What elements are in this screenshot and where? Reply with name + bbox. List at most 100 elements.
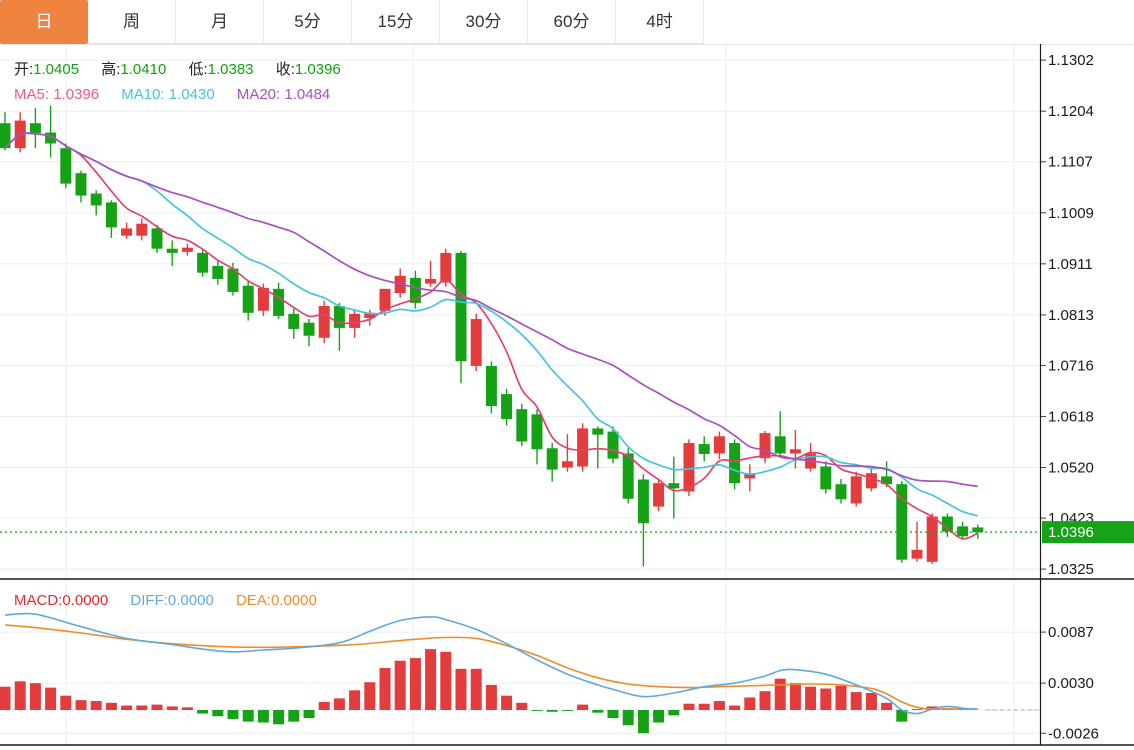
high-value: 1.0410: [120, 61, 167, 78]
candle-body: [105, 202, 117, 228]
candle-body: [181, 247, 193, 252]
candle-body: [729, 443, 741, 484]
last-price-marker: [1042, 521, 1134, 544]
tab-4hour[interactable]: 4时: [616, 0, 704, 44]
macd-hist-bar: [440, 651, 452, 710]
macd-hist-bar: [409, 658, 421, 710]
macd-hist-bar: [744, 697, 756, 710]
y-axis-tick-label: 1.0813: [1048, 307, 1094, 324]
y-axis-tick-label: 1.0520: [1048, 460, 1094, 477]
candle-body: [926, 516, 938, 562]
macd-hist-bar: [546, 709, 558, 712]
tab-60min[interactable]: 60分: [528, 0, 616, 44]
macd-hist-bar: [713, 701, 725, 710]
macd-hist-bar: [121, 705, 133, 710]
ohlc-legend: 开:1.0405 高:1.0410 低:1.0383 收:1.0396: [14, 58, 359, 79]
macd-hist-bar: [805, 686, 817, 710]
candle-body: [865, 473, 877, 489]
candle-body: [425, 278, 437, 284]
low-value: 1.0383: [207, 61, 254, 78]
candle-body: [45, 132, 57, 144]
ma20-label: MA20:: [236, 86, 281, 103]
macd-hist-bar: [622, 709, 634, 726]
candle-body: [911, 549, 923, 559]
candle-body: [257, 287, 269, 311]
macd-hist-bar: [896, 709, 908, 722]
candle-body: [941, 516, 953, 532]
candle-body: [881, 476, 893, 485]
ma20-value: 1.0484: [284, 86, 331, 103]
macd-hist-bar: [698, 703, 710, 710]
macd-hist-bar: [14, 681, 26, 710]
candle-body: [850, 476, 862, 504]
candle-body: [759, 433, 771, 459]
candle-body: [896, 484, 908, 560]
tab-month[interactable]: 月: [176, 0, 264, 44]
candle-body: [546, 448, 558, 470]
candle-body: [349, 313, 361, 328]
ma5-label: MA5:: [14, 86, 50, 103]
candle-body: [75, 173, 87, 196]
y-axis-tick-label: -0.0026: [1048, 725, 1099, 742]
macd-hist-bar: [333, 698, 345, 710]
y-axis-tick-label: 1.0716: [1048, 357, 1094, 374]
close-value: 1.0396: [294, 61, 341, 78]
macd-hist-bar: [637, 709, 649, 734]
candle-body: [288, 313, 300, 329]
macd-hist-bar: [166, 706, 178, 710]
candle-body: [242, 285, 254, 313]
macd-hist-bar: [257, 709, 269, 723]
macd-hist-bar: [835, 685, 847, 710]
ma5-line: [4, 132, 979, 540]
candle-body: [364, 312, 376, 319]
macd-hist-bar: [0, 686, 11, 710]
macd-hist-bar: [349, 690, 361, 710]
candle-body: [653, 483, 665, 507]
macd-hist-bar: [29, 683, 41, 710]
candle-body: [972, 527, 984, 533]
macd-value: 0.0000: [62, 592, 109, 609]
macd-hist-bar: [90, 701, 102, 710]
macd-hist-bar: [242, 709, 254, 722]
macd-hist-bar: [729, 705, 741, 710]
diff-label: DIFF:: [130, 592, 168, 609]
macd-hist-bar: [485, 684, 497, 710]
macd-hist-bar: [653, 709, 665, 723]
macd-hist-bar: [592, 709, 604, 713]
macd-hist-bar: [911, 709, 923, 710]
candle-body: [29, 123, 41, 134]
macd-hist-bar: [105, 702, 117, 710]
y-axis-tick-label: 1.1204: [1048, 103, 1094, 120]
macd-hist-bar: [227, 709, 239, 719]
last-price-marker-label: 1.0396: [1048, 524, 1094, 541]
tab-week[interactable]: 周: [88, 0, 176, 44]
macd-hist-bar: [455, 668, 467, 710]
macd-hist-bar: [789, 683, 801, 710]
macd-hist-bar: [379, 667, 391, 710]
candle-body: [0, 123, 11, 149]
macd-hist-bar: [394, 660, 406, 710]
macd-hist-bar: [75, 700, 87, 710]
candle-body: [774, 436, 786, 454]
macd-hist-bar: [273, 709, 285, 725]
macd-hist-bar: [303, 709, 315, 719]
dea-value: 0.0000: [270, 592, 317, 609]
tab-15min[interactable]: 15分: [352, 0, 440, 44]
y-axis-tick-label: 1.1009: [1048, 205, 1094, 222]
macd-label: MACD:: [14, 592, 63, 609]
dea-label: DEA:: [235, 592, 271, 609]
macd-hist-bar: [318, 701, 330, 710]
ma10-line: [4, 132, 979, 517]
diff-line: [4, 612, 978, 715]
candle-body: [789, 449, 801, 454]
candle-body: [151, 228, 163, 249]
macd-hist-bar: [561, 709, 573, 711]
tab-30min[interactable]: 30分: [440, 0, 528, 44]
candle-body: [607, 431, 619, 459]
candle-body: [409, 277, 421, 303]
tab-5min[interactable]: 5分: [264, 0, 352, 44]
candle-body: [820, 466, 832, 490]
tab-day[interactable]: 日: [0, 0, 88, 44]
